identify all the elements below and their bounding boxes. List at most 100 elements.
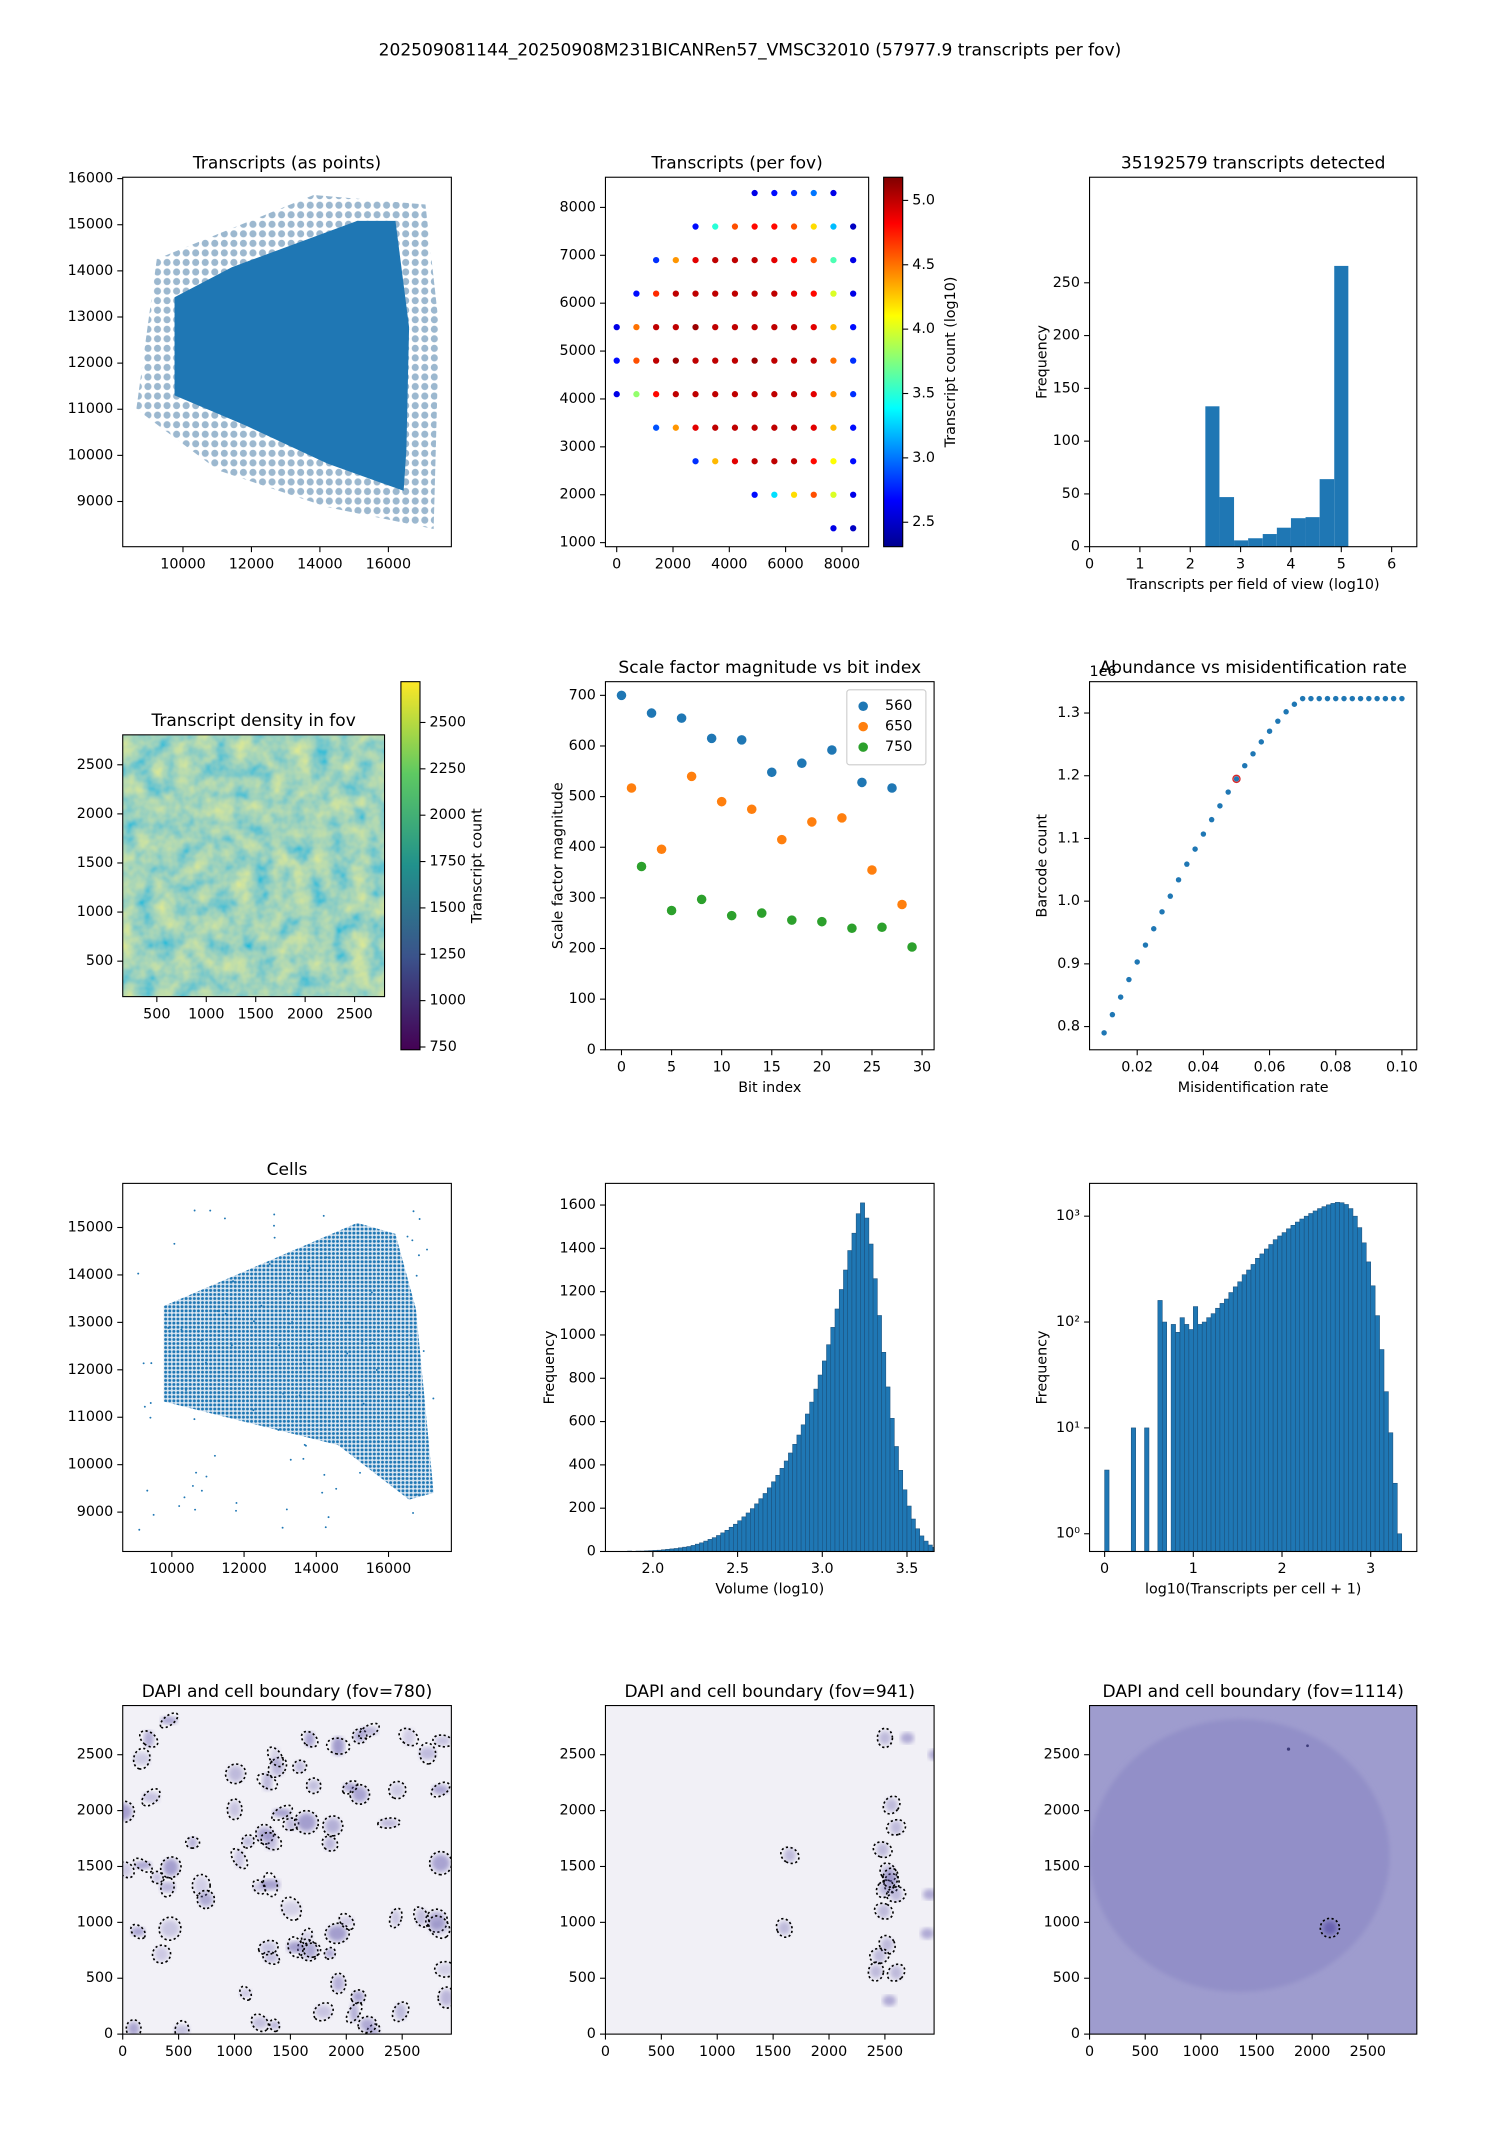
x-tick-label: 2000	[287, 1006, 323, 1022]
fov-point	[830, 424, 837, 431]
y-tick-label: 2000	[77, 1803, 113, 1819]
cell-dot	[235, 1502, 238, 1504]
y-tick-label: 200	[569, 941, 596, 957]
nucleus	[142, 1792, 160, 1803]
fov-point	[771, 357, 778, 364]
cell-dot	[209, 1209, 212, 1212]
point	[1382, 695, 1389, 702]
nucleus	[402, 1728, 415, 1746]
fov-point	[751, 290, 758, 297]
bar	[1205, 406, 1220, 547]
bar	[1317, 1208, 1323, 1552]
fov-point	[751, 223, 758, 230]
cell-dot	[371, 1342, 374, 1345]
bar	[1374, 1315, 1380, 1552]
cell-boundary	[388, 1907, 403, 1929]
legend-label: 560	[885, 698, 912, 714]
cell-boundary	[125, 2018, 142, 2035]
fov-point	[731, 391, 739, 398]
bar	[915, 1528, 920, 1552]
bar	[1201, 1321, 1207, 1552]
colorbar	[883, 176, 904, 548]
cell-dot	[359, 1471, 361, 1474]
bar	[1312, 1210, 1318, 1552]
fov-point	[830, 357, 837, 364]
nucleus	[778, 1921, 791, 1935]
bar	[855, 1213, 861, 1552]
fov-point	[850, 290, 857, 297]
x-tick-label: 20	[813, 1060, 831, 1076]
y-tick-label: 0	[587, 1042, 596, 1058]
nucleus	[281, 1901, 301, 1917]
y-tick-label: 3000	[560, 439, 596, 455]
cell-boundary	[775, 1917, 793, 1939]
bar	[779, 1468, 785, 1552]
nucleus	[325, 1949, 335, 1958]
bar	[771, 1481, 776, 1552]
bar	[1295, 1221, 1301, 1552]
bar	[1219, 497, 1235, 547]
nucleus	[878, 1882, 892, 1896]
bar	[788, 1452, 793, 1552]
bar	[830, 1327, 836, 1552]
fov-point	[712, 323, 719, 331]
bar	[766, 1487, 772, 1552]
x-tick-label: 8000	[824, 556, 860, 572]
x-tick-label: 1	[1135, 556, 1144, 572]
x-tick-label: 2000	[655, 556, 691, 572]
speck	[1306, 1744, 1309, 1748]
cell-dot	[224, 1312, 227, 1315]
nucleus	[327, 1925, 347, 1942]
cell-dot	[370, 1291, 373, 1294]
axes-frame	[604, 1705, 935, 2035]
x-tick-label: 1000	[188, 1006, 224, 1022]
x-tick-label: 2.0	[642, 1561, 665, 1577]
point	[857, 777, 867, 788]
x-tick-label: 2000	[1294, 2044, 1330, 2060]
cell-boundary	[260, 1831, 283, 1851]
cell-boundary	[341, 1779, 359, 1795]
fov-point	[830, 525, 837, 532]
fov-point	[731, 223, 739, 230]
panel: 0 500 1000 1500 2000 2500 0 500 1000 1500 2000 2500…	[560, 1682, 935, 2060]
y-tick-label: 2000	[560, 487, 596, 503]
point	[897, 899, 907, 910]
cell-dot	[253, 1320, 255, 1323]
cell-boundary	[230, 1848, 249, 1870]
cell-dot	[142, 1362, 145, 1365]
nucleus	[133, 1752, 151, 1766]
y-tick-label: 0	[1071, 539, 1080, 555]
bar	[1383, 1391, 1389, 1552]
point	[797, 758, 807, 768]
x-tick-label: 2500	[384, 2044, 420, 2060]
bar	[1228, 1292, 1234, 1552]
cell-boundary	[196, 1889, 216, 1910]
point	[656, 844, 667, 855]
cell-dot	[149, 1416, 152, 1419]
cell-dot	[273, 1236, 276, 1239]
nucleus	[380, 1819, 398, 1828]
fov-point	[751, 357, 758, 364]
x-tick-label: 12000	[221, 1561, 266, 1577]
point	[676, 713, 687, 723]
cell-boundary	[875, 1879, 895, 1899]
cell-boundary	[132, 1747, 151, 1770]
y-tick-label: 600	[569, 1414, 596, 1430]
cell-dot	[361, 1339, 364, 1342]
y-tick-label: 13000	[68, 309, 113, 325]
cell-boundary	[1319, 1917, 1341, 1939]
plot-area	[618, 1202, 935, 1552]
cell-dot	[152, 1513, 155, 1516]
y-tick-label: 1600	[560, 1197, 596, 1213]
x-tick-label: 2	[1186, 556, 1195, 572]
bar	[724, 1529, 730, 1552]
y-tick-label: 5000	[560, 343, 596, 359]
cell-dot	[302, 1457, 305, 1460]
fov-point	[652, 323, 660, 331]
colorbar-tick-label: 2000	[430, 807, 466, 823]
y-tick-label: 1000	[560, 535, 596, 551]
nucleus	[131, 1927, 145, 1937]
y-tick-label: 2500	[77, 757, 113, 773]
plot-area	[137, 1209, 435, 1531]
point	[1200, 831, 1207, 837]
